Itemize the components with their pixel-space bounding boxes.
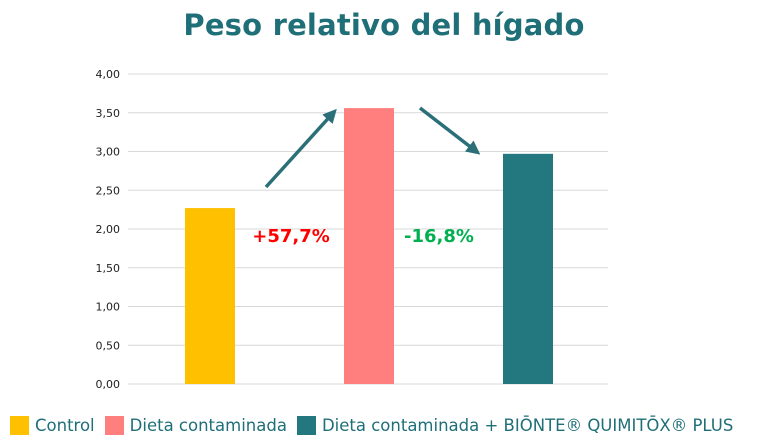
y-tick-label: 4,00 — [96, 68, 121, 81]
arrow-down — [418, 106, 481, 155]
y-tick-label: 2,50 — [96, 184, 121, 197]
legend: Control Dieta contaminada Dieta contaminad… — [10, 414, 733, 436]
y-tick-label: 1,50 — [96, 262, 121, 275]
y-tick-label: 2,00 — [96, 223, 121, 236]
legend-swatch — [296, 415, 316, 435]
bar-2 — [344, 108, 394, 384]
trend-arrows — [264, 106, 481, 189]
legend-label: Dieta contaminada + BIŌNTE® QUIMITŌX® PL… — [321, 415, 734, 435]
bar-3 — [503, 153, 553, 384]
annotations: +57,7% -16,8% — [252, 226, 474, 247]
y-tick-label: 3,00 — [96, 146, 121, 159]
legend-label: Dieta contaminada — [129, 415, 287, 435]
arrow-up — [264, 108, 337, 189]
bar-1 — [185, 208, 235, 384]
legend-label: Control — [35, 415, 95, 435]
y-tick-label: 0,00 — [96, 378, 121, 391]
annotation-percent-change: +57,7% — [252, 226, 330, 247]
legend-item: Dieta contaminada — [104, 415, 287, 435]
bar-chart: 0,00 0,50 1,00 1,50 2,00 2,50 3,00 3,50 4,00 +57… — [96, 68, 608, 391]
legend-item: Dieta contaminada + BIŌNTE® QUIMITŌX® PL… — [296, 415, 734, 435]
bars — [185, 108, 553, 384]
y-tick-label: 3,50 — [96, 107, 121, 120]
legend-swatch — [104, 415, 124, 435]
annotation-percent-change: -16,8% — [404, 226, 474, 247]
legend-swatch — [10, 415, 29, 435]
y-axis-tick-labels: 0,00 0,50 1,00 1,50 2,00 2,50 3,00 3,50 4,00 — [96, 68, 121, 391]
legend-item: Control — [10, 415, 95, 435]
y-tick-label: 1,00 — [96, 301, 121, 314]
chart-title: Peso relativo del hígado — [183, 8, 585, 42]
y-tick-label: 0,50 — [96, 339, 121, 352]
